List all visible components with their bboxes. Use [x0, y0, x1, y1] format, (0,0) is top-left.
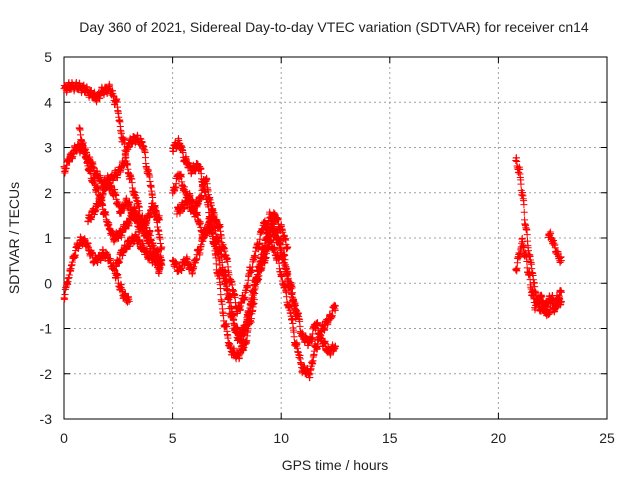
data-markers — [60, 78, 565, 382]
series-track-j — [173, 189, 292, 349]
series-track-k — [512, 154, 565, 315]
x-axis-label: GPS time / hours — [282, 457, 389, 473]
data-point-marker — [332, 343, 339, 351]
data-point-marker — [520, 208, 528, 216]
x-tick-labels: 0 5 10 15 20 25 — [60, 430, 615, 446]
data-point-marker — [141, 154, 149, 162]
series-track-m — [544, 228, 565, 266]
data-point-marker — [125, 297, 133, 305]
data-point-marker — [156, 216, 164, 224]
x-tick-label: 5 — [169, 430, 177, 446]
data-point-marker — [292, 311, 300, 319]
x-tick-label: 15 — [382, 430, 398, 446]
data-point-marker — [557, 288, 565, 296]
series-track-l — [512, 234, 565, 320]
x-tick-label: 20 — [491, 430, 507, 446]
data-point-marker — [523, 231, 531, 239]
y-tick-label: -1 — [40, 321, 53, 337]
series-track-f — [112, 230, 166, 272]
y-tick-label: 5 — [44, 49, 52, 65]
data-point-marker — [517, 180, 525, 188]
series-track-c — [60, 233, 133, 306]
y-tick-label: 0 — [44, 275, 52, 291]
y-tick-label: 2 — [44, 185, 52, 201]
data-point-marker — [520, 201, 528, 209]
y-tick-label: 1 — [44, 230, 52, 246]
data-point-marker — [284, 243, 292, 251]
y-axis-label: SDTVAR / TECUs — [6, 182, 22, 294]
grid-lines — [64, 57, 607, 419]
data-point-marker — [216, 284, 224, 292]
data-point-marker — [523, 258, 531, 266]
x-tick-label: 25 — [599, 430, 615, 446]
data-point-marker — [557, 257, 565, 265]
x-tick-label: 10 — [273, 430, 289, 446]
y-tick-label: 3 — [44, 140, 52, 156]
data-point-marker — [212, 260, 220, 268]
chart-title: Day 360 of 2021, Sidereal Day-to-day VTE… — [79, 19, 589, 35]
y-tick-label: -3 — [40, 411, 53, 427]
y-tick-label: -2 — [40, 366, 53, 382]
data-point-marker — [158, 243, 166, 251]
data-point-marker — [332, 302, 339, 310]
axis-ticks — [63, 56, 608, 420]
x-tick-label: 0 — [60, 430, 68, 446]
data-point-marker — [158, 261, 166, 269]
y-tick-labels: -3 -2 -1 0 1 2 3 4 5 — [40, 49, 53, 427]
data-point-marker — [557, 297, 565, 305]
y-tick-label: 4 — [44, 94, 52, 110]
series-track-e — [84, 176, 164, 236]
